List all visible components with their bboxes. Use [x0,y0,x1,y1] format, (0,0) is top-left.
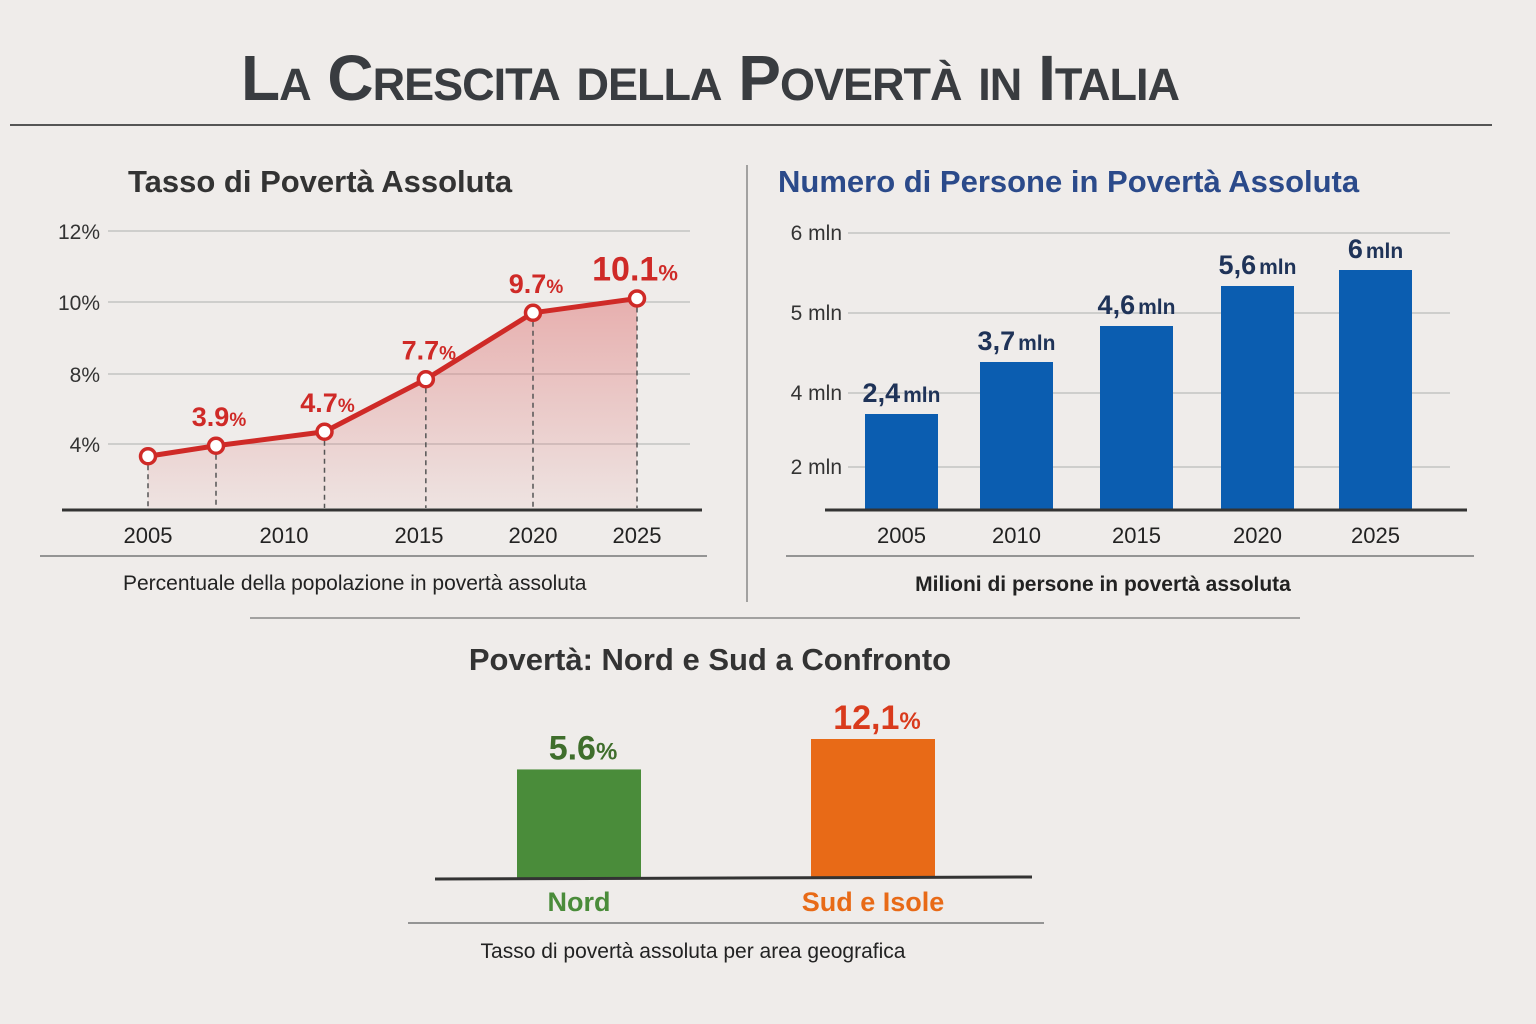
bar [1221,286,1294,510]
y-tick-label: 12% [58,221,100,244]
data-label-value: 10.1 [592,250,658,288]
data-label-unit: % [658,260,678,285]
data-label: 10.1% [592,250,678,288]
bar-value: 12,1 [833,699,899,737]
data-point [416,370,436,389]
data-label-value: 7.7 [402,335,440,365]
data-point [206,436,226,455]
bar-value-unit: % [899,708,920,735]
bar [1339,270,1412,510]
comparison-caption: Tasso di povertà assoluta per area geogr… [481,940,906,963]
bar-value-label: 6 mln [1348,234,1403,264]
bar [517,769,641,878]
data-label: 3.9% [192,402,247,432]
y-tick-label: 2 mln [791,456,842,479]
y-tick-label: 10% [58,292,100,315]
comparison-chart-title: Povertà: Nord e Sud a Confronto [469,642,951,677]
x-tick-label: 2005 [124,523,173,548]
x-tick-label: 2020 [509,523,558,548]
x-tick-label: 2025 [1351,523,1400,548]
page-title: La Crescita della Povertà in Italia [241,42,1179,114]
bar-chart: Numero di Persone in Povertà Assoluta 2 … [778,164,1474,596]
bar-chart-caption: Milioni di persone in povertà assoluta [915,573,1291,596]
bar-value-label: 4,6 mln [1098,290,1176,320]
bar-value: 4,6 [1098,290,1136,320]
line-series [147,295,638,459]
line-chart-x-ticks: 2005 2010 2015 2020 2025 [124,523,662,548]
bar-value-label: 3,7 mln [978,326,1056,356]
bar-value: 5,6 [1219,250,1257,280]
data-point [315,422,334,441]
bar-value-unit: mln [1138,296,1175,319]
data-label: 9.7% [509,269,564,299]
x-tick-label: 2005 [877,523,926,548]
comparison-marks: 5.6% Nord 12,1% Sud e Isole [517,699,944,917]
x-tick-label: 2010 [260,523,309,548]
line-chart-area [148,298,637,508]
y-tick-label: 4 mln [791,382,842,405]
bar-value-unit: mln [1018,332,1055,355]
data-label-unit: % [439,343,456,364]
data-label-unit: % [338,396,355,417]
line-chart: Tasso di Povertà Assoluta 4% 8% 10% 12% 3.9… [40,164,707,595]
x-tick-label: 2015 [1112,523,1161,548]
category-label: Nord [548,887,611,917]
data-label-value: 9.7 [509,269,547,299]
line-chart-title: Tasso di Povertà Assoluta [128,164,513,199]
x-tick-label: 2025 [613,523,662,548]
line-chart-caption: Percentuale della popolazione in povertà… [123,572,587,595]
bar [811,739,935,878]
bar-value: 5.6 [549,729,596,767]
data-label-value: 4.7 [300,388,338,418]
y-tick-label: 6 mln [791,222,842,245]
x-tick-label: 2010 [992,523,1041,548]
data-label: 7.7% [402,335,457,365]
data-label: 4.7% [300,388,355,418]
line-chart-marks: 3.9%4.7%7.7%9.7% 10.1% [138,250,678,508]
bar-value-label: 5.6% [549,729,618,767]
x-tick-label: 2015 [395,523,444,548]
bar-value: 6 [1348,234,1363,264]
category-label: Sud e Isole [802,887,945,917]
bar-value-unit: mln [903,384,940,407]
bar-value-label: 2,4 mln [863,378,941,408]
bar-value-unit: mln [1259,256,1296,279]
bar-value-unit: % [596,738,617,765]
bar-value-unit: mln [1366,240,1403,263]
bar [865,414,938,510]
x-tick-label: 2020 [1233,523,1282,548]
data-point [138,447,158,466]
data-point [523,303,543,323]
bar-value-label: 12,1% [833,699,921,737]
bar [1100,326,1173,510]
bar-chart-title: Numero di Persone in Povertà Assoluta [778,164,1360,199]
bar-value: 3,7 [978,326,1016,356]
line-chart-area-group [148,298,637,508]
bar [980,362,1053,510]
comparison-x-axis [434,875,1033,881]
y-tick-label: 8% [70,364,100,387]
data-label-value: 3.9 [192,402,230,432]
y-tick-label: 5 mln [791,302,842,325]
bar-value: 2,4 [863,378,901,408]
data-label-unit: % [229,410,246,431]
comparison-chart: Povertà: Nord e Sud a Confronto 5.6% Nord… [408,642,1044,963]
data-label-unit: % [546,277,563,298]
y-tick-label: 4% [70,434,100,457]
bar-value-label: 5,6 mln [1219,250,1297,280]
data-point [627,289,647,308]
